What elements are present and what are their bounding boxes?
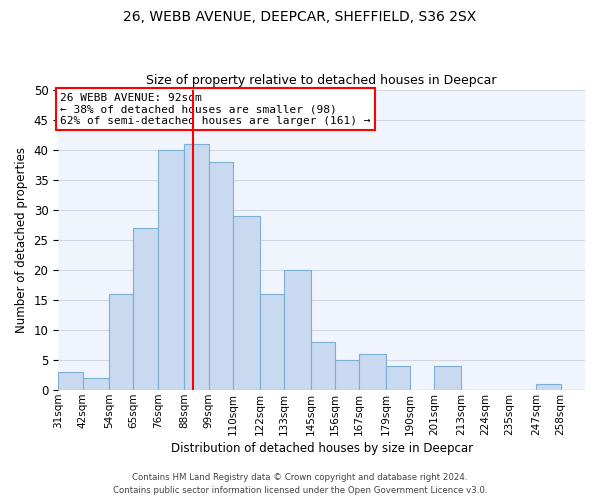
Bar xyxy=(158,150,184,390)
Bar xyxy=(335,360,359,390)
Bar xyxy=(260,294,284,390)
Bar xyxy=(209,162,233,390)
Bar xyxy=(184,144,209,390)
Bar xyxy=(58,372,83,390)
Bar xyxy=(133,228,158,390)
Bar xyxy=(233,216,260,390)
Bar xyxy=(434,366,461,390)
Text: Contains HM Land Registry data © Crown copyright and database right 2024.
Contai: Contains HM Land Registry data © Crown c… xyxy=(113,474,487,495)
Bar xyxy=(386,366,410,390)
Text: 26, WEBB AVENUE, DEEPCAR, SHEFFIELD, S36 2SX: 26, WEBB AVENUE, DEEPCAR, SHEFFIELD, S36… xyxy=(124,10,476,24)
Bar xyxy=(536,384,560,390)
X-axis label: Distribution of detached houses by size in Deepcar: Distribution of detached houses by size … xyxy=(170,442,473,455)
Bar xyxy=(359,354,386,390)
Y-axis label: Number of detached properties: Number of detached properties xyxy=(15,147,28,333)
Bar xyxy=(109,294,133,390)
Bar xyxy=(83,378,109,390)
Text: 26 WEBB AVENUE: 92sqm
← 38% of detached houses are smaller (98)
62% of semi-deta: 26 WEBB AVENUE: 92sqm ← 38% of detached … xyxy=(61,92,371,126)
Bar xyxy=(284,270,311,390)
Bar xyxy=(311,342,335,390)
Title: Size of property relative to detached houses in Deepcar: Size of property relative to detached ho… xyxy=(146,74,497,87)
